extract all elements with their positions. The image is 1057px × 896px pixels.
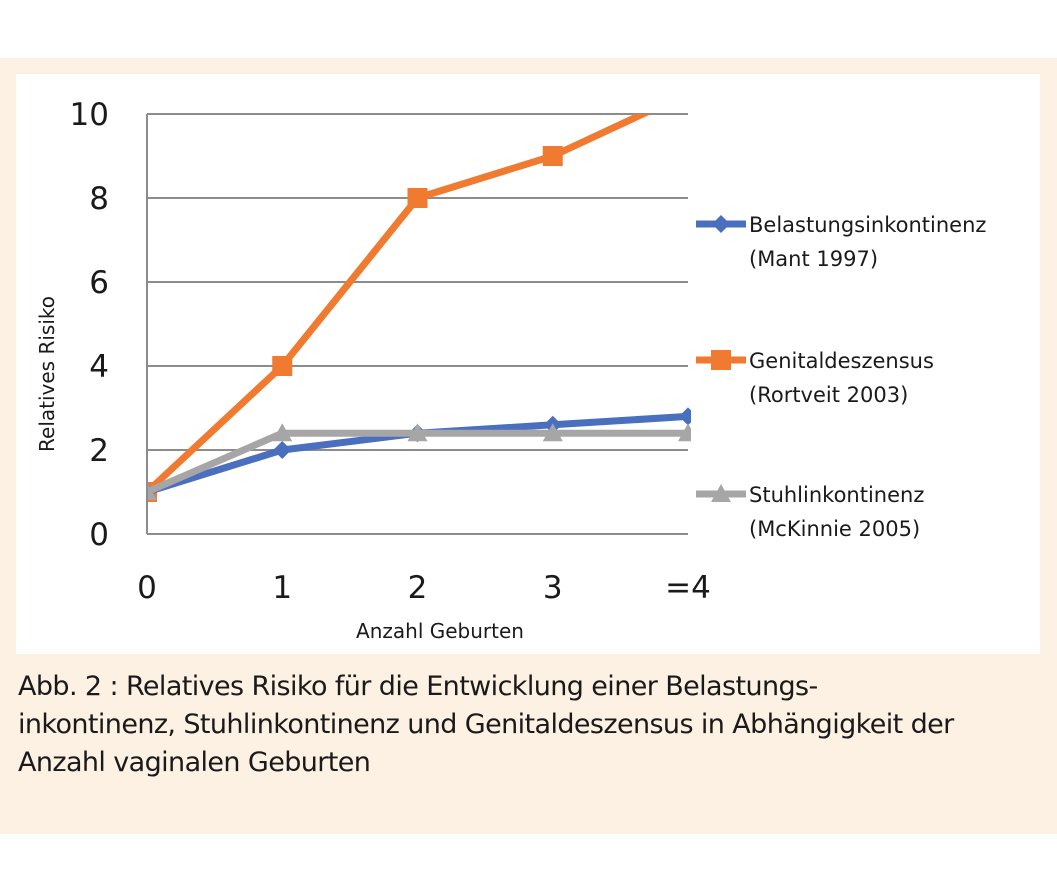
data-point-genital xyxy=(272,356,293,376)
x-tick-label: 3 xyxy=(543,570,563,606)
caption-line-1: Abb. 2 : Relatives Risiko für die Entwic… xyxy=(18,671,818,702)
legend-source-stuhl: (McKinnie 2005) xyxy=(749,517,920,541)
x-tick-label: =4 xyxy=(665,570,711,606)
legend-label-genital: Genitaldeszensus xyxy=(749,349,934,373)
y-tick-label: 2 xyxy=(89,433,109,469)
y-tick-label: 8 xyxy=(89,181,109,217)
y-tick-label: 0 xyxy=(89,517,109,553)
data-point-belastung xyxy=(273,441,292,459)
y-axis-title: Relatives Risiko xyxy=(35,296,59,452)
x-tick-label: 1 xyxy=(272,570,292,606)
legend-label-stuhl: Stuhlinkontinenz xyxy=(749,483,924,507)
legend-marker-genital xyxy=(711,350,731,370)
x-tick-label: 0 xyxy=(137,570,157,606)
figure-caption: Abb. 2 : Relatives Risiko für die Entwic… xyxy=(18,668,1038,782)
y-tick-label: 10 xyxy=(70,97,109,133)
legend-label-belastung: Belastungsinkontinenz xyxy=(749,213,986,237)
legend-source-genital: (Rortveit 2003) xyxy=(749,383,908,407)
data-point-stuhl xyxy=(678,423,691,442)
data-point-stuhl xyxy=(147,482,157,500)
legend-marker-belastung xyxy=(712,215,730,233)
data-point-stuhl xyxy=(272,423,293,442)
line-chart: 0 2 4 6 8 10 0 1 2 3 =4 Anzahl Geburten Relatives Ri… xyxy=(35,83,986,643)
data-point-genital xyxy=(542,146,563,166)
data-point-stuhl xyxy=(407,423,428,442)
figure-panel: 0 2 4 6 8 10 0 1 2 3 =4 Anzahl Geburten Relatives Ri… xyxy=(0,58,1057,834)
chart-area: 0 2 4 6 8 10 0 1 2 3 =4 Anzahl Geburten Relatives Ri… xyxy=(16,74,1040,654)
caption-line-2: inkontinenz, Stuhlinkontinenz und Genita… xyxy=(18,709,954,740)
data-point-belastung xyxy=(679,407,691,426)
data-point-genital xyxy=(678,83,698,103)
x-tick-label: 2 xyxy=(408,570,428,606)
data-point-genital xyxy=(407,188,428,208)
x-axis-title: Anzahl Geburten xyxy=(356,619,524,643)
data-point-stuhl xyxy=(542,423,563,442)
y-tick-label: 6 xyxy=(89,265,109,301)
legend-marker-stuhl xyxy=(711,484,731,502)
caption-line-3: Anzahl vaginalen Geburten xyxy=(18,747,371,778)
legend-source-belastung: (Mant 1997) xyxy=(749,247,878,271)
y-tick-label: 4 xyxy=(89,349,109,385)
